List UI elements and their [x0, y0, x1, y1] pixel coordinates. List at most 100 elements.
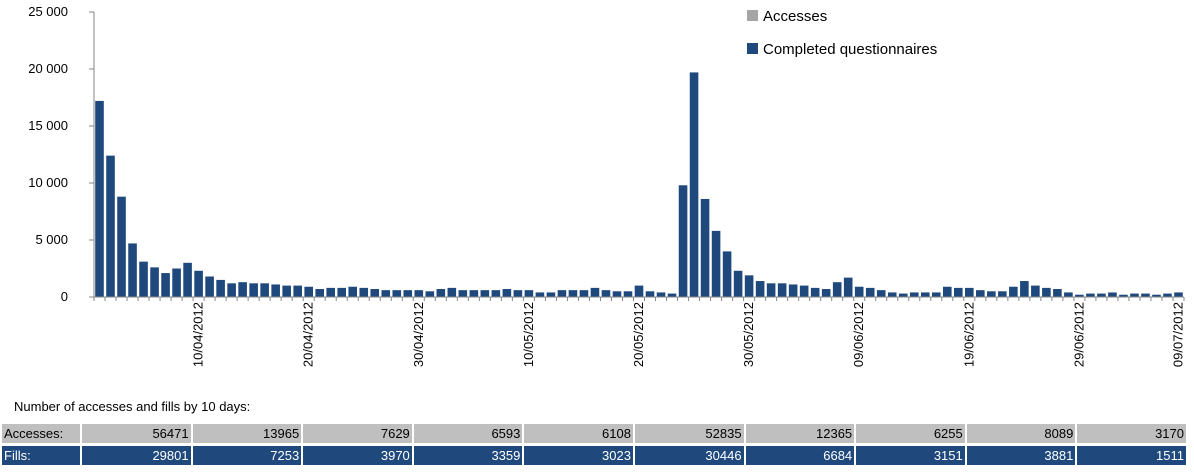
bar [1086, 293, 1095, 297]
bar [425, 291, 435, 297]
bar [359, 287, 369, 297]
bar [337, 287, 347, 297]
accesses-cell: 6593 [413, 424, 523, 443]
bar [568, 290, 578, 297]
bar [348, 286, 358, 297]
accesses-cell: 6255 [856, 424, 965, 443]
accesses-cell: 7629 [303, 424, 412, 443]
fills-cell: 3151 [856, 446, 965, 465]
bar [920, 292, 930, 297]
bar [172, 268, 181, 297]
fills-cell: 1511 [1077, 446, 1186, 465]
fills-cell: 6684 [745, 446, 855, 465]
bar [216, 279, 225, 297]
y-tick-label: 0 [61, 289, 68, 304]
x-tick-label: 30/05/2012 [741, 302, 756, 367]
accesses-cell: 8089 [966, 424, 1076, 443]
bar [1097, 293, 1106, 297]
bar [733, 270, 743, 297]
bar [810, 287, 820, 297]
x-tick-label: 09/07/2012 [1171, 302, 1186, 367]
bar [854, 286, 864, 297]
bar-chart: 0 5 000 10 000 15 000 20 000 25 000 10/04/2012… [28, 4, 1186, 367]
bar [1108, 292, 1117, 297]
y-tick-label: 25 000 [28, 4, 68, 19]
summary-caption: Number of accesses and fills by 10 days: [14, 399, 251, 414]
bar [535, 292, 545, 297]
bar [634, 285, 644, 297]
accesses-row-label: Accesses: [2, 424, 80, 443]
fills-cell: 7253 [192, 446, 302, 465]
bar [1031, 285, 1040, 297]
bar [590, 287, 600, 297]
bar [1119, 294, 1128, 297]
accesses-cell: 56471 [82, 424, 191, 443]
bar [458, 290, 468, 297]
x-tick-label: 09/06/2012 [851, 302, 866, 367]
bar [1141, 293, 1150, 297]
bar [1075, 294, 1084, 297]
bar [722, 251, 732, 297]
fills-cell: 3023 [524, 446, 633, 465]
x-tick-label: 20/05/2012 [631, 302, 646, 367]
bar [150, 267, 159, 297]
bar [249, 283, 258, 297]
bar [1009, 286, 1018, 297]
x-tick-label: 19/06/2012 [961, 302, 976, 367]
bar [601, 290, 611, 297]
bar [942, 286, 952, 297]
bar [106, 155, 115, 297]
accesses-row: Accesses: 56471 13965 7629 6593 6108 528… [2, 424, 1186, 443]
bar [293, 285, 302, 297]
bar [623, 291, 633, 297]
bar [931, 292, 941, 297]
x-tick-label: 20/04/2012 [301, 302, 316, 367]
y-tick-label: 5 000 [35, 232, 68, 247]
accesses-cell: 13965 [192, 424, 302, 443]
bar [1053, 289, 1062, 297]
bar [766, 283, 776, 297]
bar [1130, 293, 1139, 297]
bar [777, 283, 787, 297]
bar [524, 290, 534, 297]
bar [667, 293, 677, 297]
bar [238, 282, 247, 297]
bar [227, 283, 236, 297]
bar [612, 291, 622, 297]
bar [788, 284, 798, 297]
bar [557, 290, 567, 297]
accesses-cell: 12365 [745, 424, 855, 443]
summary-table: Accesses: 56471 13965 7629 6593 6108 528… [0, 421, 1188, 468]
bar [876, 290, 886, 297]
bar [1152, 294, 1161, 297]
bar [711, 230, 721, 297]
bar [965, 287, 974, 297]
bar [447, 287, 457, 297]
bar [304, 286, 313, 297]
bar [282, 285, 291, 297]
bar [579, 290, 589, 297]
bar [436, 289, 446, 297]
bar [843, 277, 853, 297]
bar [898, 293, 908, 297]
bar [689, 72, 699, 297]
fills-cell: 3970 [303, 446, 412, 465]
bar [1064, 292, 1073, 297]
bar [645, 291, 655, 297]
bar [1042, 287, 1051, 297]
bar [194, 270, 203, 297]
legend-label: Accesses [763, 8, 827, 25]
x-tick-label: 10/04/2012 [191, 302, 206, 367]
bar [469, 290, 479, 297]
bar [480, 290, 490, 297]
accesses-cell: 6108 [524, 424, 633, 443]
x-tick-label: 10/05/2012 [521, 302, 536, 367]
bar [260, 283, 269, 297]
bar [832, 282, 842, 297]
bar [656, 292, 666, 297]
y-tick-label: 20 000 [28, 61, 68, 76]
bar [392, 290, 402, 297]
bar [491, 290, 501, 297]
bar [95, 100, 104, 297]
bar [414, 290, 424, 297]
